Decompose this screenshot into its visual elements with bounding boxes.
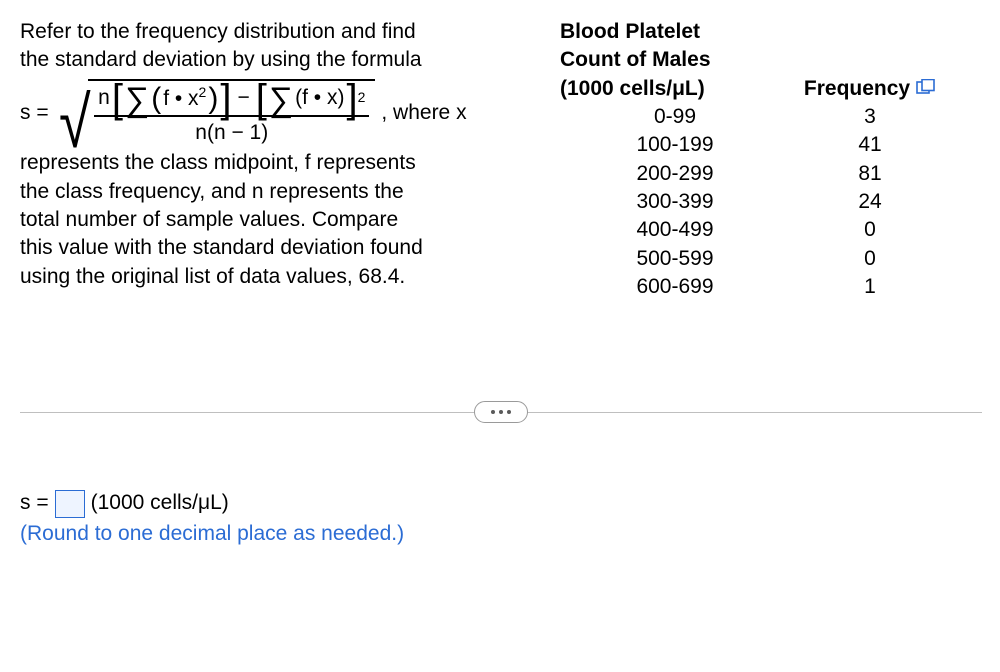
expand-button[interactable] (474, 401, 528, 423)
range-cell: 600-699 (560, 273, 790, 301)
table-header-line-1: Blood Platelet (560, 18, 790, 46)
answer-area: s = (1000 cells/μL) (Round to one decima… (20, 489, 982, 548)
close-paren-1: ) (208, 85, 218, 113)
post-line-5: using the original list of data values, … (20, 263, 510, 291)
answer-units: (1000 cells/μL) (91, 489, 229, 517)
open-paren-1: ( (151, 85, 161, 113)
freq-cell: 1 (790, 273, 950, 301)
frequency-table: Blood Platelet Count of Males (1000 cell… (550, 18, 982, 301)
fx2-text: f • x2 (163, 83, 206, 113)
outer-square: 2 (358, 88, 366, 107)
table-body: 0-993100-19941200-29981300-39924400-4990… (560, 103, 982, 301)
formula-lhs: s = (20, 99, 55, 127)
rounding-hint: (Round to one decimal place as needed.) (20, 520, 982, 548)
popout-icon[interactable] (916, 75, 936, 103)
problem-text-block: Refer to the frequency distribution and … (20, 18, 510, 301)
freq-cell: 41 (790, 131, 950, 159)
sigma-1: ∑ (125, 85, 149, 115)
post-line-4: this value with the standard deviation f… (20, 234, 510, 262)
range-cell: 500-599 (560, 245, 790, 273)
formula: s = √ n [ ∑ ( f • x2 ) ] − (20, 79, 510, 148)
table-row: 400-4990 (560, 216, 982, 244)
table-header-line-2: Count of Males (560, 46, 790, 74)
table-row: 300-39924 (560, 188, 982, 216)
range-cell: 400-499 (560, 216, 790, 244)
intro-line-1: Refer to the frequency distribution and … (20, 18, 510, 46)
denominator: n(n − 1) (191, 117, 272, 147)
post-line-2: the class frequency, and n represents th… (20, 178, 510, 206)
right-bracket-2: ] (346, 84, 357, 114)
answer-lhs: s = (20, 489, 49, 517)
freq-cell: 81 (790, 160, 950, 188)
numerator: n [ ∑ ( f • x2 ) ] − [ ∑ (f • x) ] (94, 83, 369, 117)
left-bracket-1: [ (112, 84, 123, 114)
sqrt-icon: √ n [ ∑ ( f • x2 ) ] − [ ∑ (55, 79, 376, 148)
range-cell: 200-299 (560, 160, 790, 188)
table-row: 200-29981 (560, 160, 982, 188)
dot-icon (499, 410, 503, 414)
table-header-line-3: (1000 cells/μL) (560, 75, 790, 103)
dot-icon (491, 410, 495, 414)
range-cell: 100-199 (560, 131, 790, 159)
post-line-1: represents the class midpoint, f represe… (20, 149, 510, 177)
n-coef: n (98, 84, 110, 112)
fx-text: (f • x) (295, 84, 344, 112)
where-text: , where x (381, 99, 466, 127)
freq-cell: 0 (790, 245, 950, 273)
table-row: 600-6991 (560, 273, 982, 301)
freq-cell: 3 (790, 103, 950, 131)
table-row: 0-993 (560, 103, 982, 131)
table-row: 500-5990 (560, 245, 982, 273)
section-divider (20, 401, 982, 425)
freq-header: Frequency (804, 75, 910, 103)
right-bracket-1: ] (220, 84, 231, 114)
dot-icon (507, 410, 511, 414)
table-row: 100-19941 (560, 131, 982, 159)
freq-cell: 24 (790, 188, 950, 216)
radical-symbol: √ (59, 95, 91, 151)
answer-input[interactable] (55, 490, 85, 518)
minus-sign: − (233, 84, 253, 112)
left-bracket-2: [ (256, 84, 267, 114)
freq-cell: 0 (790, 216, 950, 244)
intro-line-2: the standard deviation by using the form… (20, 46, 510, 74)
range-cell: 300-399 (560, 188, 790, 216)
sigma-2: ∑ (269, 85, 293, 115)
fraction: n [ ∑ ( f • x2 ) ] − [ ∑ (f • x) ] (94, 83, 369, 148)
range-cell: 0-99 (560, 103, 790, 131)
post-line-3: total number of sample values. Compare (20, 206, 510, 234)
